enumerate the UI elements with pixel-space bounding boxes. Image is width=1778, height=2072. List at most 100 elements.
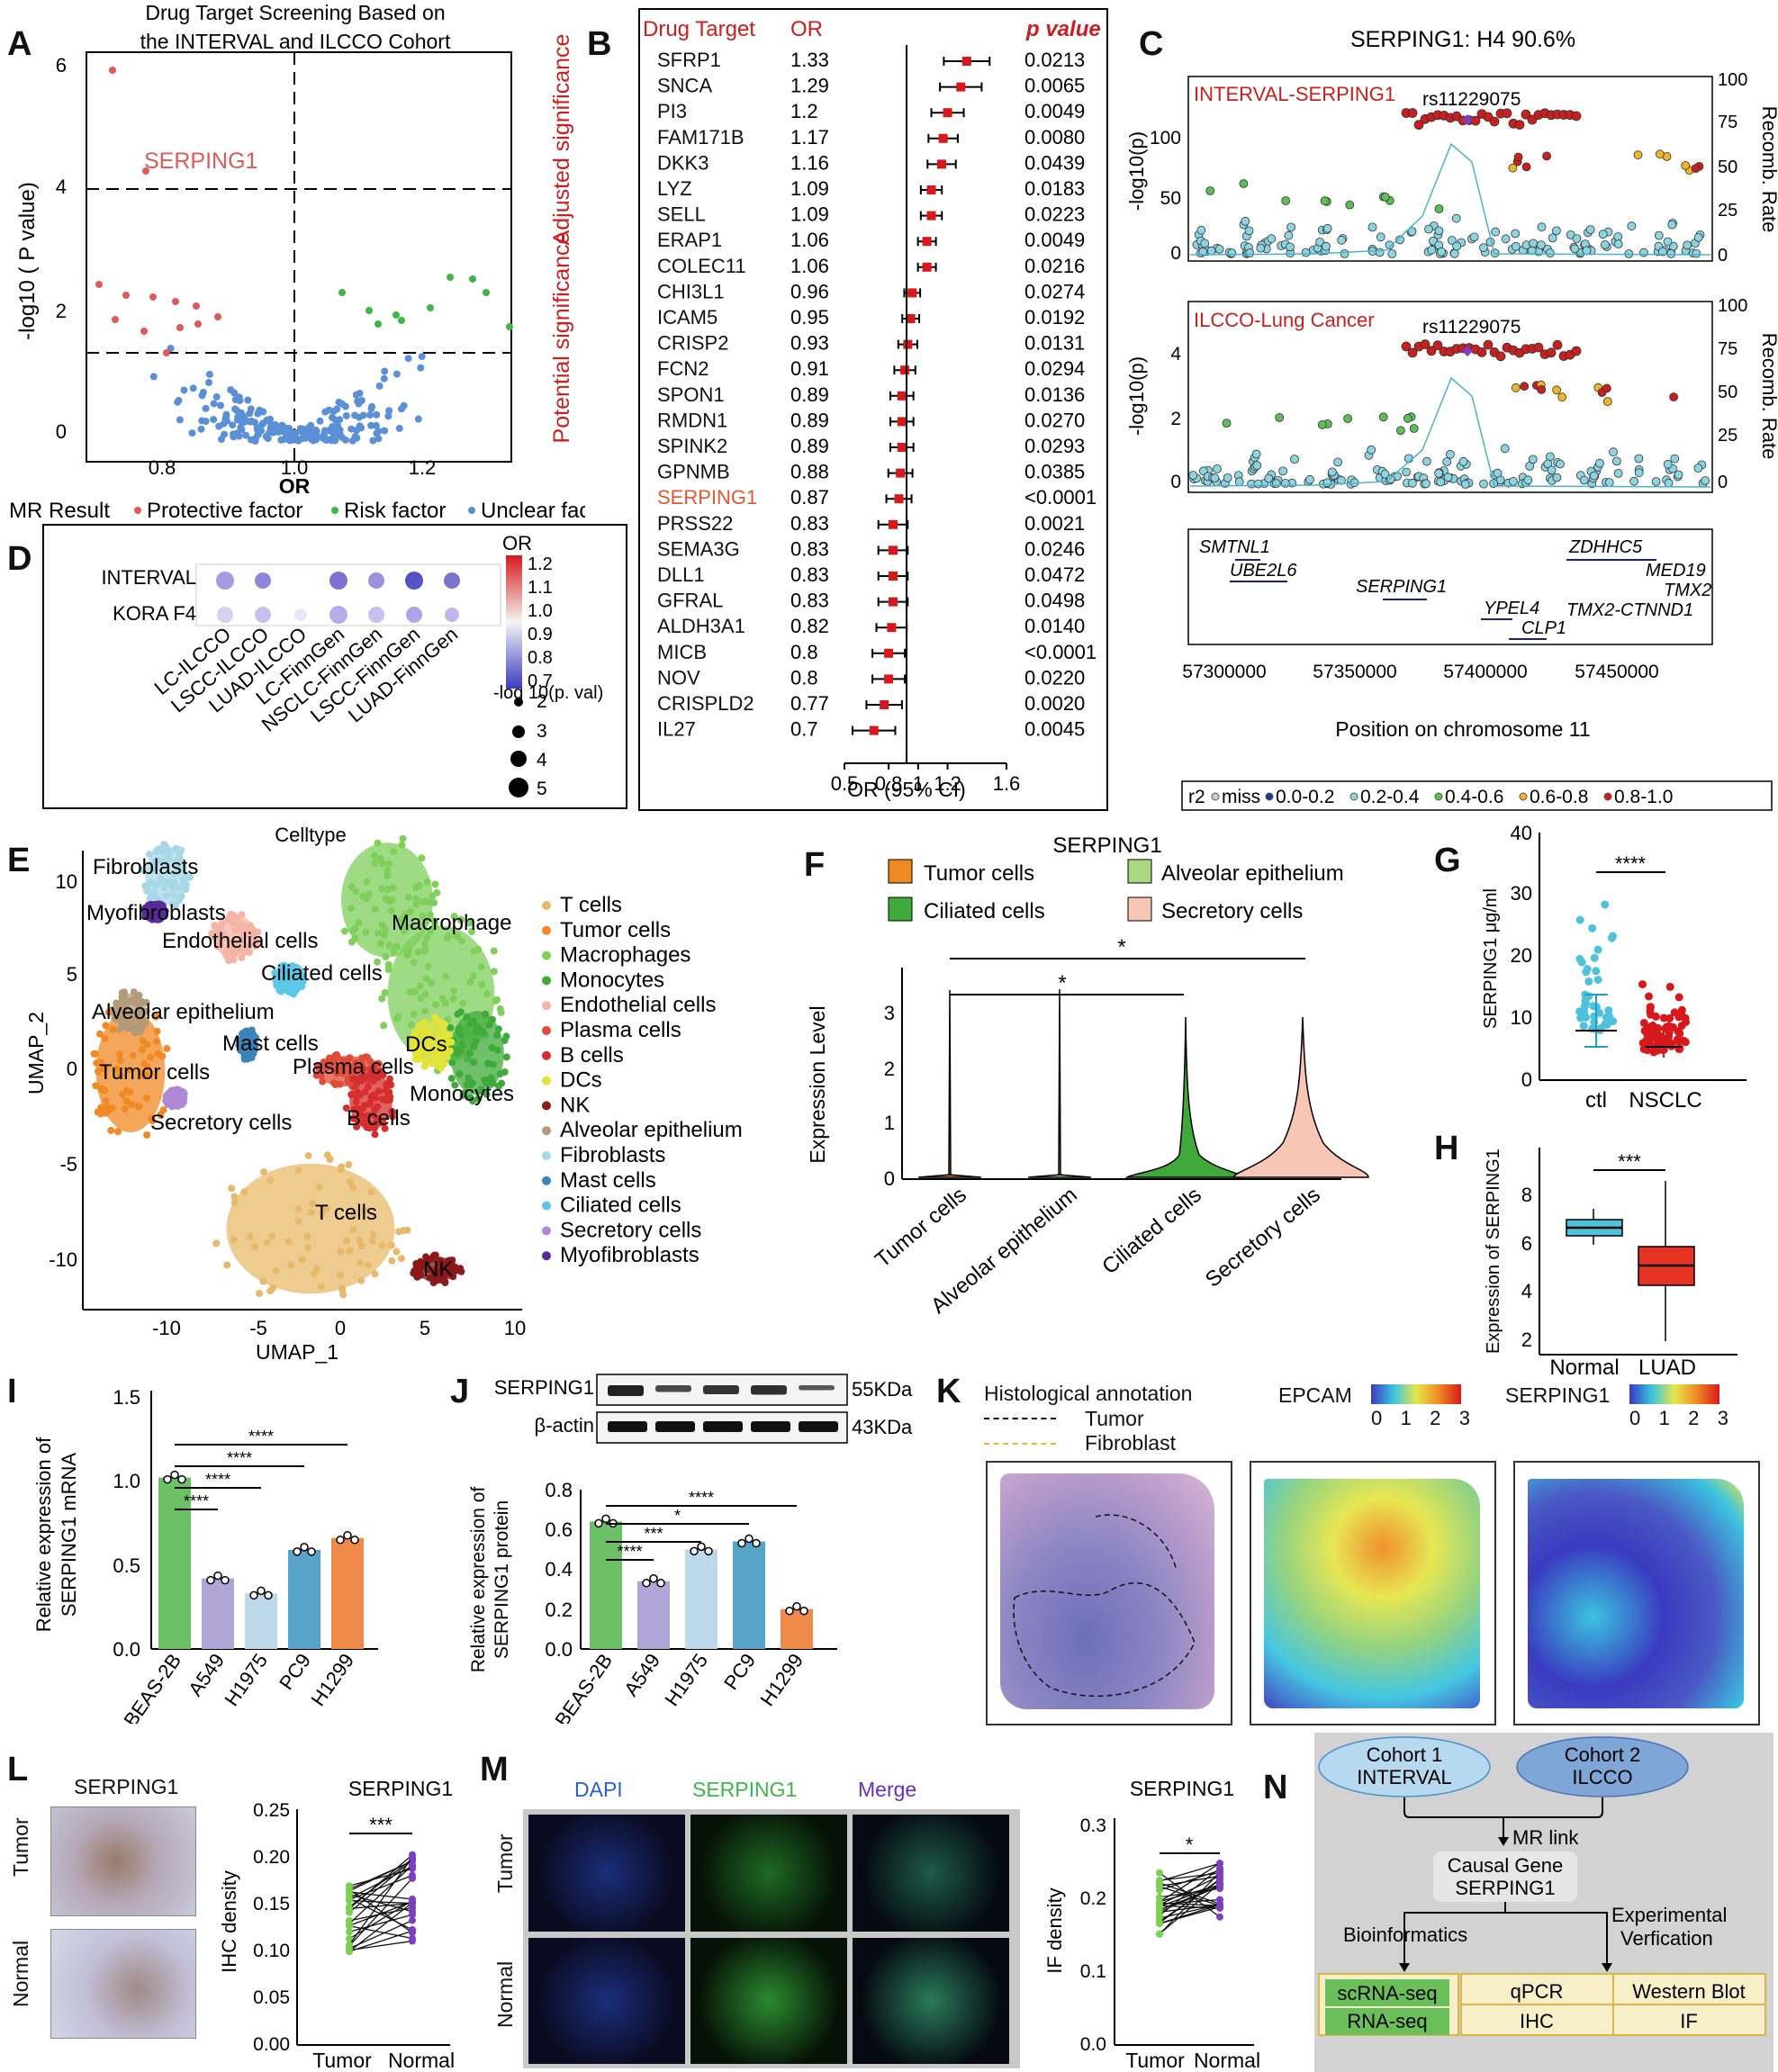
g-nsclc-point bbox=[1645, 1031, 1654, 1040]
forest-row-or: 0.8 bbox=[790, 641, 818, 663]
dot-kora bbox=[445, 608, 459, 622]
locus-point bbox=[1469, 232, 1479, 242]
panel-letter-i: I bbox=[7, 1373, 17, 1410]
locus-point bbox=[1579, 475, 1589, 485]
panel-a-title-2: the INTERVAL and ILCCO Cohort bbox=[140, 30, 451, 53]
umap-cell bbox=[121, 988, 128, 996]
l-ytick-0: 0.00 bbox=[253, 2034, 290, 2055]
locus-point bbox=[1244, 226, 1254, 236]
umap-cell bbox=[438, 1064, 446, 1072]
bar-replicate bbox=[206, 1575, 215, 1585]
forest-xtick-label: 0.5 bbox=[831, 772, 859, 795]
dot-kora bbox=[329, 606, 347, 624]
forest-row-name: DKK3 bbox=[657, 151, 708, 174]
volcano-point-protective bbox=[140, 328, 148, 335]
forest-row-p: <0.0001 bbox=[1024, 641, 1097, 663]
n-b3: qPCR bbox=[1511, 1980, 1564, 2003]
k-epcam-image bbox=[1250, 1461, 1496, 1725]
volcano-point-unclear bbox=[299, 425, 307, 433]
locus-point bbox=[1520, 382, 1530, 392]
locus-point bbox=[1317, 419, 1327, 429]
umap-cell bbox=[114, 1128, 122, 1136]
volcano-point-unclear bbox=[202, 404, 210, 412]
forest-row-p: 0.0270 bbox=[1024, 409, 1085, 431]
panel-letter-k: K bbox=[936, 1373, 961, 1410]
k-serping-image bbox=[1513, 1461, 1760, 1725]
g-ctl-point bbox=[1588, 1024, 1596, 1033]
c-rr-bot-2: 50 bbox=[1718, 383, 1737, 402]
forest-row-or: 0.83 bbox=[790, 563, 829, 586]
g-nsclc-point bbox=[1645, 1038, 1654, 1046]
volcano-point-unclear bbox=[188, 429, 196, 437]
paired-normal-point bbox=[409, 1929, 416, 1937]
forest-point bbox=[884, 648, 894, 658]
m-ylabel: IF density bbox=[1043, 1887, 1066, 1973]
g-nsclc-point bbox=[1665, 1031, 1674, 1041]
e-xtick-1: -5 bbox=[249, 1317, 267, 1339]
panel-letter-a: A bbox=[7, 25, 32, 63]
paired-line bbox=[1159, 1882, 1221, 1935]
forest-point bbox=[907, 288, 917, 298]
e-label-nk: NK bbox=[423, 1257, 453, 1282]
volcano-point-unclear bbox=[418, 353, 426, 361]
locus-point bbox=[1458, 456, 1468, 466]
locus-point bbox=[1385, 240, 1394, 250]
volcano-point-unclear bbox=[220, 419, 228, 428]
paired-line bbox=[1159, 1872, 1221, 1881]
n-cohort1-1: Cohort 1 bbox=[1367, 1743, 1442, 1766]
volcano-point-risk bbox=[338, 289, 346, 296]
h-xtick-0: Normal bbox=[1549, 1356, 1619, 1377]
k-epcam-2: 2 bbox=[1430, 1407, 1441, 1429]
n-b1: scRNA-seq bbox=[1337, 1982, 1437, 2004]
locus-point bbox=[1252, 461, 1262, 470]
j-ytick-0: 0.0 bbox=[545, 1638, 573, 1661]
c-xtick-2: 57400000 bbox=[1443, 662, 1527, 682]
forest-row-name: FAM171B bbox=[657, 126, 745, 149]
locus-point bbox=[1542, 151, 1552, 161]
umap-cell bbox=[502, 1032, 510, 1041]
locus-lead-point bbox=[1476, 347, 1487, 357]
umap-cell bbox=[90, 1050, 98, 1058]
umap-legend-swatch bbox=[542, 1026, 551, 1035]
paired-line bbox=[348, 1874, 413, 1901]
locus-point bbox=[1511, 241, 1521, 251]
m-xtick-0: Tumor bbox=[1125, 2049, 1185, 2072]
dot-kora bbox=[368, 607, 384, 623]
forest-row-p: 0.0472 bbox=[1024, 563, 1085, 586]
umap-cell bbox=[459, 1091, 467, 1099]
forest-row-name: SEMA3G bbox=[657, 537, 740, 560]
volcano-point-unclear bbox=[312, 428, 320, 436]
volcano-point-unclear bbox=[253, 424, 261, 431]
paired-tumor-point bbox=[346, 1885, 353, 1893]
paired-line bbox=[348, 1864, 413, 1924]
locus-point bbox=[1529, 239, 1539, 248]
umap-cell bbox=[393, 1248, 401, 1256]
volcano-point-unclear bbox=[373, 429, 381, 437]
e-label-endo: Endothelial cells bbox=[162, 929, 318, 953]
locus-point bbox=[1613, 239, 1623, 249]
c-rr-top-4: 100 bbox=[1718, 70, 1747, 90]
sig-label: * bbox=[674, 1507, 681, 1525]
locus-point bbox=[1437, 247, 1447, 257]
umap-cell bbox=[474, 1095, 483, 1103]
volcano-point-unclear bbox=[336, 416, 344, 424]
k-epcam-scale bbox=[1371, 1384, 1461, 1404]
locus-point bbox=[1681, 160, 1691, 170]
b-header-target: Drug Target bbox=[643, 17, 755, 41]
bar-replicate bbox=[649, 1574, 658, 1583]
locus-point bbox=[1629, 476, 1638, 486]
locus-point bbox=[1375, 248, 1385, 257]
bar-xtick: H1975 bbox=[220, 1650, 272, 1710]
locus-point bbox=[1290, 455, 1299, 464]
umap-legend-label: Secretory cells bbox=[560, 1218, 701, 1242]
volcano-point-unclear bbox=[238, 418, 246, 425]
volcano-point-risk bbox=[447, 274, 454, 281]
umap-legend-label: Fibroblasts bbox=[560, 1143, 665, 1167]
a-legend-unclear: Unclear factor bbox=[481, 499, 585, 523]
locus-point bbox=[1205, 186, 1215, 195]
paired-normal-point bbox=[1216, 1869, 1223, 1878]
volcano-point-unclear bbox=[372, 421, 380, 429]
paired-normal-point bbox=[409, 1916, 416, 1924]
locus-point bbox=[1367, 445, 1376, 455]
wb-band-actin bbox=[799, 1421, 838, 1432]
